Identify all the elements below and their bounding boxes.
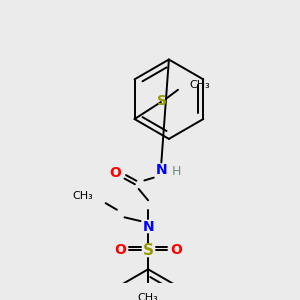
Text: O: O: [114, 243, 126, 257]
Text: H: H: [172, 166, 181, 178]
Text: CH₃: CH₃: [189, 80, 210, 90]
Text: S: S: [157, 94, 167, 108]
Text: N: N: [155, 163, 167, 177]
Text: S: S: [142, 243, 154, 258]
Text: O: O: [170, 243, 182, 257]
Text: CH₃: CH₃: [138, 292, 158, 300]
Text: N: N: [142, 220, 154, 234]
Text: CH₃: CH₃: [73, 190, 93, 201]
Text: O: O: [109, 166, 121, 180]
